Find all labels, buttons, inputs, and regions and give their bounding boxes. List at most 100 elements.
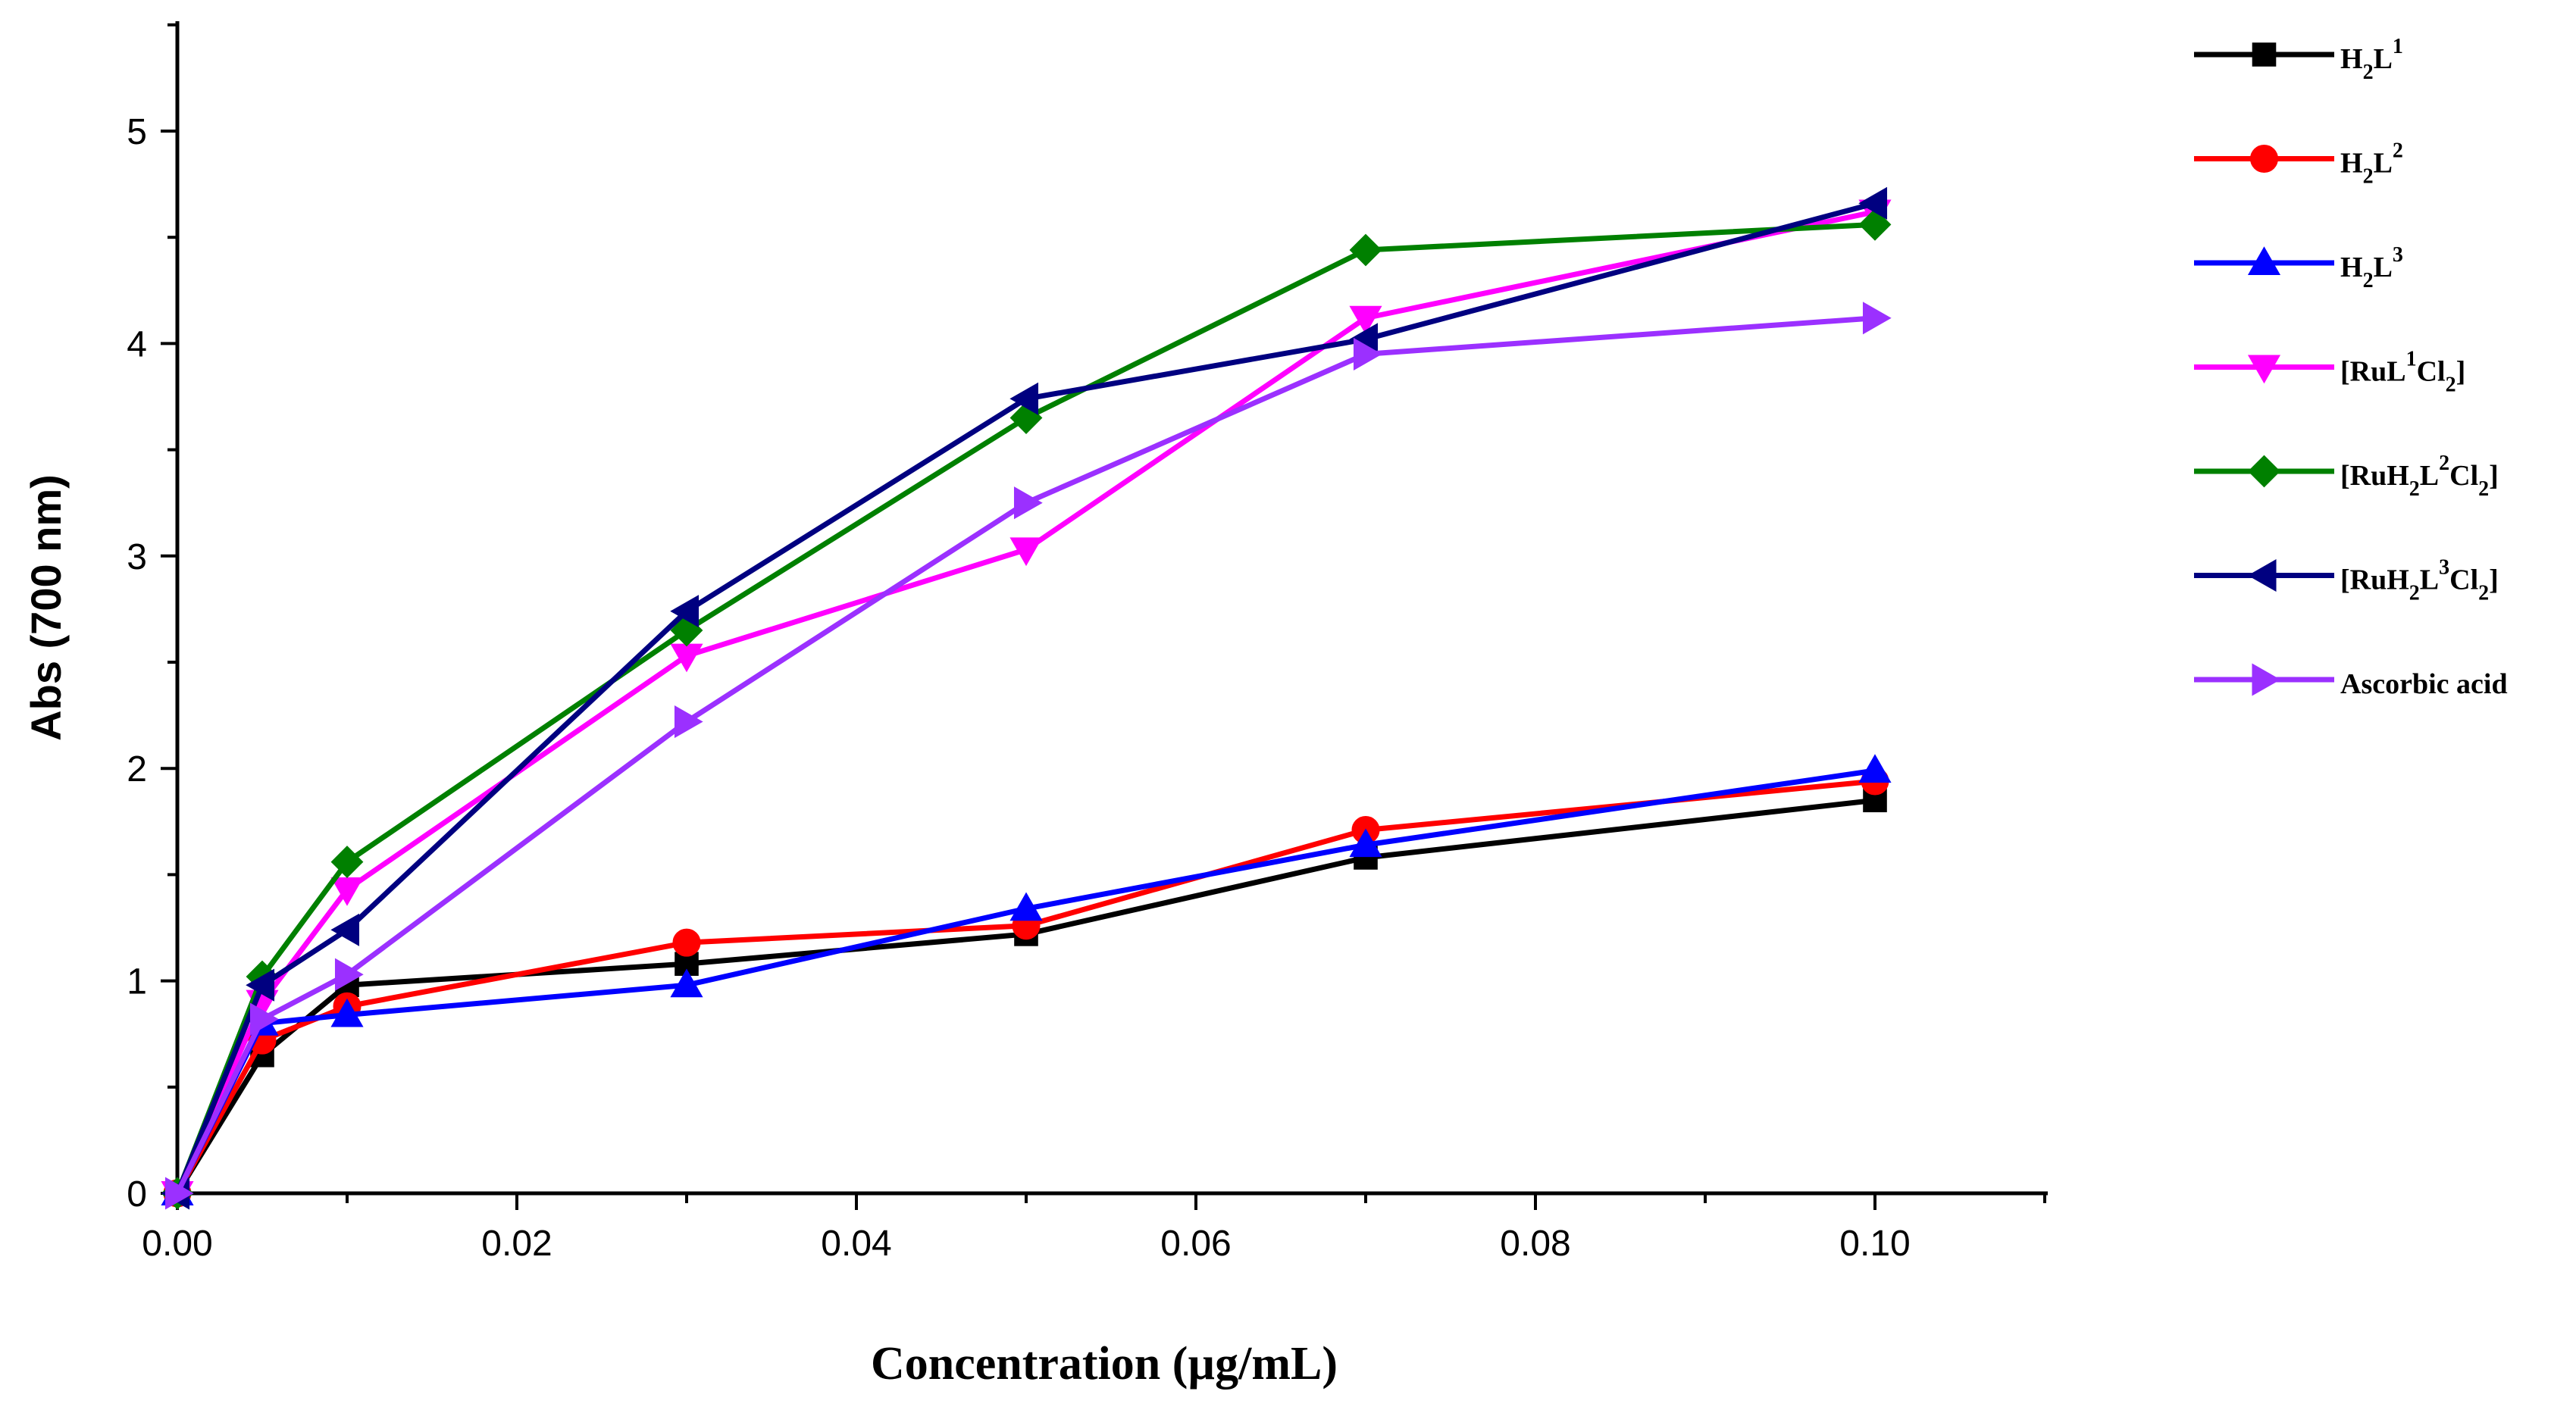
data-point-h2l3 — [1349, 828, 1382, 858]
x-tick-label: 0.04 — [821, 1224, 891, 1264]
x-tick-label: 0.02 — [481, 1224, 552, 1264]
legend-label-part: L — [2374, 148, 2393, 180]
legend-label: [RuH2L3Cl2] — [2340, 556, 2499, 605]
y-tick-label: 0 — [127, 1174, 147, 1215]
legend-swatch-marker — [2247, 558, 2277, 592]
legend: H2L1H2L2H2L3[RuL1Cl2][RuH2L2Cl2][RuH2L3C… — [2194, 35, 2508, 700]
legend-swatch-marker — [2247, 246, 2281, 276]
y-ticks: 0 1 2 3 4 5 — [127, 23, 177, 1215]
x-tick-label: 0.10 — [1839, 1224, 1910, 1264]
legend-label: H2L1 — [2340, 35, 2403, 84]
data-point-rul1cl2 — [1009, 537, 1043, 567]
data-point-h2l2 — [672, 928, 701, 957]
series-line-ruh2l3cl2 — [174, 200, 1876, 1195]
y-tick-label: 5 — [127, 112, 147, 152]
legend-label-part: 2 — [2439, 452, 2449, 475]
data-point-ascorbic-acid — [334, 958, 364, 991]
data-point-ascorbic-acid — [1013, 486, 1043, 520]
legend-label: [RuL1Cl2] — [2340, 348, 2465, 397]
legend-item-ruh2l3cl2: [RuH2L3Cl2] — [2194, 556, 2499, 605]
legend-swatch-marker — [2250, 145, 2278, 173]
x-tick-label: 0.06 — [1160, 1224, 1231, 1264]
legend-label: H2L3 — [2340, 243, 2403, 292]
series-ruh2l2cl2 — [161, 208, 1892, 1210]
legend-item-h2l1: H2L1 — [2194, 35, 2403, 84]
legend-label-part: Cl — [2417, 356, 2446, 388]
legend-label-part: 2 — [2446, 374, 2456, 397]
data-point-ruh2l3cl2 — [246, 968, 275, 1002]
legend-label-part: 2 — [2363, 61, 2374, 84]
y-tick-label: 1 — [127, 962, 147, 1002]
legend-label-part: L — [2420, 460, 2439, 492]
legend-label-part: L — [2374, 252, 2393, 283]
data-point-h2l3 — [1858, 754, 1892, 783]
series-ascorbic-acid — [164, 302, 1892, 1210]
legend-label-part: Ascorbic acid — [2340, 668, 2508, 700]
legend-label-part: L — [2374, 43, 2393, 75]
data-point-rul1cl2 — [670, 643, 703, 673]
y-tick-label: 3 — [127, 537, 147, 577]
legend-label-part: 2 — [2363, 269, 2374, 292]
data-point-ascorbic-acid — [249, 1002, 279, 1036]
legend-swatch-marker — [2247, 355, 2281, 384]
series-line-ascorbic-acid — [174, 315, 1876, 1195]
legend-label-part: 2 — [2478, 477, 2489, 501]
legend-label-part: H — [2340, 43, 2363, 75]
legend-swatch-marker — [2252, 663, 2281, 696]
data-point-ruh2l3cl2 — [1009, 382, 1039, 415]
x-tick-label: 0.08 — [1500, 1224, 1570, 1264]
legend-label-part: ] — [2489, 460, 2499, 492]
data-point-ruh2l2cl2 — [1858, 208, 1892, 241]
legend-label-part: 2 — [2478, 582, 2489, 605]
legend-label-part: 1 — [2406, 348, 2417, 371]
legend-label-part: H — [2340, 252, 2363, 283]
series-layer — [161, 186, 1892, 1210]
data-point-h2l3 — [1009, 892, 1043, 921]
legend-label-part: 2 — [2409, 477, 2420, 501]
data-point-ruh2l2cl2 — [330, 846, 364, 878]
data-point-ascorbic-acid — [1862, 302, 1892, 335]
y-tick-label: 2 — [127, 749, 147, 789]
legend-label-part: L — [2420, 564, 2439, 596]
legend-item-ruh2l2cl2: [RuH2L2Cl2] — [2194, 452, 2499, 501]
series-line-ruh2l2cl2 — [174, 221, 1876, 1195]
y-axis-title: Abs (700 nm) — [22, 474, 70, 741]
x-axis-title: Concentration (µg/mL) — [871, 1338, 1338, 1390]
legend-item-rul1cl2: [RuL1Cl2] — [2194, 348, 2465, 397]
series-line-h2l1 — [175, 797, 1876, 1195]
data-point-h2l3 — [330, 998, 364, 1027]
series-h2l1 — [165, 788, 1887, 1205]
legend-item-h2l3: H2L3 — [2194, 243, 2403, 292]
legend-label-part: 2 — [2363, 165, 2374, 189]
data-point-ruh2l3cl2 — [670, 595, 700, 628]
y-tick-label: 4 — [127, 324, 147, 364]
legend-label-part: 2 — [2393, 139, 2403, 163]
plot-area: 0.00 0.02 0.04 0.06 0.08 0.10 0 1 2 3 4 5 — [127, 21, 2048, 1264]
data-point-ascorbic-acid — [164, 1177, 194, 1210]
legend-label-part: 2 — [2409, 582, 2420, 605]
series-rul1cl2 — [161, 199, 1892, 1210]
data-point-rul1cl2 — [1349, 305, 1382, 335]
data-point-ascorbic-acid — [674, 705, 703, 739]
legend-label-part: ] — [2489, 564, 2499, 596]
data-point-ruh2l3cl2 — [330, 913, 360, 946]
legend-label: H2L2 — [2340, 139, 2403, 189]
legend-label-part: Cl — [2449, 564, 2478, 596]
series-h2l2 — [163, 767, 1889, 1208]
legend-label-part: 3 — [2393, 243, 2403, 267]
legend-swatch-marker — [2252, 42, 2277, 67]
x-ticks: 0.00 0.02 0.04 0.06 0.08 0.10 — [142, 1193, 2046, 1264]
legend-label-part: 3 — [2439, 556, 2449, 580]
legend-label: [RuH2L2Cl2] — [2340, 452, 2499, 501]
x-tick-label: 0.00 — [142, 1224, 212, 1264]
legend-item-ascorbic-acid: Ascorbic acid — [2194, 663, 2508, 700]
legend-label-part: 1 — [2393, 35, 2403, 58]
data-point-h2l3 — [670, 968, 703, 998]
data-point-ascorbic-acid — [1353, 337, 1382, 370]
legend-item-h2l2: H2L2 — [2194, 139, 2403, 189]
legend-swatch-marker — [2248, 455, 2280, 488]
series-line-h2l2 — [174, 778, 1876, 1195]
legend-label-part: Cl — [2449, 460, 2478, 492]
legend-label-part: [RuH — [2340, 564, 2409, 596]
